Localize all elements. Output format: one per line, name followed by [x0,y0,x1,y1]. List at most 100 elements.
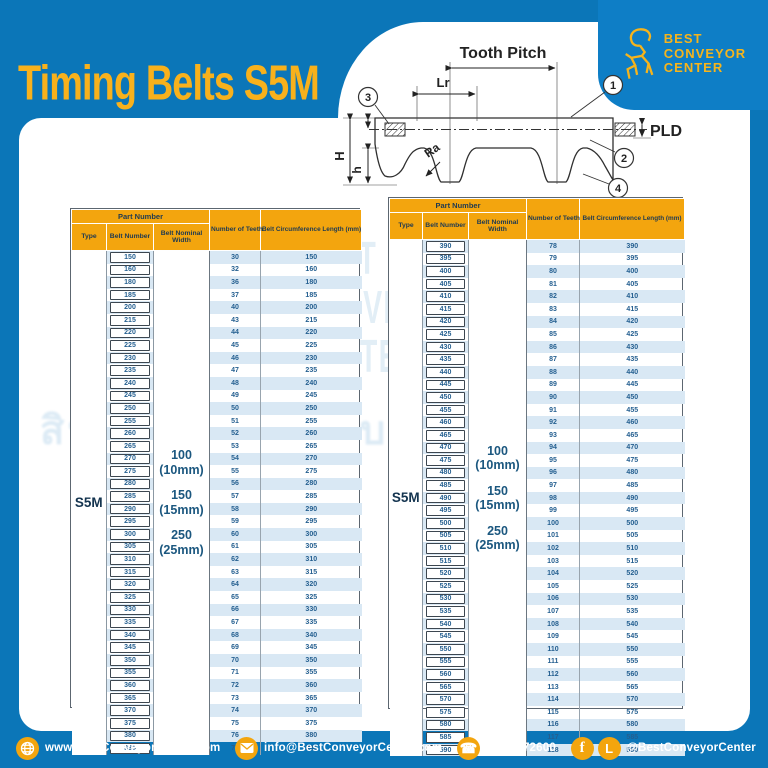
length-cell: 580 [579,718,685,732]
table-row: 480 96 480 [390,466,685,480]
teeth-cell: 30 [209,250,262,264]
belt-number-cell: 415 [423,303,469,316]
teeth-cell: 114 [526,693,581,706]
length-cell: 285 [305,493,318,501]
belt-number-cell: 380 [106,729,154,743]
teeth-cell: 36 [209,276,262,289]
pld-label: PLD [650,123,682,140]
table-row: 415 83 415 [390,302,685,316]
teeth-cell: 32 [209,263,262,277]
brand-name-line: BEST [663,31,703,47]
belt-number-cell: 515 [423,555,469,568]
table-row: 565 113 565 [390,680,685,694]
table-row: 285 57 285 [72,490,362,503]
table-row: 250 50 250 [72,402,362,415]
table-row: 555 111 555 [390,655,685,669]
length-cell: 245 [305,392,318,400]
footer-contact-bar: www.BestConveyorCenter.com info@BestConv… [16,733,756,763]
belt-number-cell: 550 [422,643,469,656]
length-cell: 375 [305,719,318,727]
footer-email-text: info@BestConveyorCenter.com [264,742,443,754]
length-cell: 300 [260,528,362,541]
table-row: 440 88 440 [390,365,685,379]
callout-4: 4 [615,183,622,195]
belt-number-cell: 265 [107,440,154,453]
teeth-cell: 66 [209,603,262,617]
teeth-cell: 56 [209,477,262,491]
table-row: 230 46 230 [72,351,362,365]
belt-number-cell: 245 [107,390,154,403]
footer-social: f L @BestConveyorCenter [570,736,756,760]
belt-number-cell: 360 [106,679,154,692]
table-row: 460 92 460 [390,416,685,429]
tooth-pitch-label: Tooth Pitch [460,45,547,62]
teeth-cell: 112 [526,668,581,681]
belt-number-cell: 390 [422,239,469,253]
belt-number-cell: 485 [423,479,469,492]
teeth-cell: 80 [526,265,581,278]
belt-number-cell: 440 [422,365,469,379]
belt-number-cell: 185 [107,289,154,302]
table-row: 455 91 455 [390,403,685,417]
brand-name-line: CENTER [663,60,724,76]
length-cell: 235 [305,367,318,375]
belt-number-cell: 280 [106,477,154,491]
length-cell: 455 [626,406,639,414]
belt-height-label: H [335,151,347,160]
belt-number-cell: 220 [106,326,154,340]
teeth-cell: 98 [526,491,581,505]
table-row: 485 97 485 [390,479,685,492]
teeth-cell: 95 [526,454,581,467]
table-row: 560 112 560 [390,668,685,681]
belt-number-cell: 355 [107,667,154,680]
belt-profile-diagram: Tooth Pitch Lr H h PLD Ra 1 2 3 4 [335,45,682,199]
phone-icon: ☎ [456,736,480,760]
brand-logo-panel: BEST CONVEYOR CENTER [598,0,768,110]
length-cell: 395 [626,255,639,263]
belt-number-cell: 400 [422,265,469,278]
belt-number-cell: 430 [422,340,469,354]
belt-number-cell: 410 [422,290,469,303]
table-row: 300 60 300 [72,528,362,541]
length-cell: 385 [305,744,318,752]
length-cell: 270 [260,452,362,466]
length-cell: 265 [305,442,318,450]
length-cell: 525 [626,582,639,590]
teeth-cell: 85 [526,328,581,341]
belt-number-cell: 535 [423,605,469,618]
teeth-cell: 107 [526,605,581,618]
teeth-cell: 70 [209,654,262,667]
lr-label: Lr [437,75,450,90]
length-cell: 220 [260,326,362,340]
belt-number-header: Belt Number [106,223,154,251]
table-row: 410 82 410 [390,290,685,303]
belt-number-cell: 460 [422,416,469,429]
belt-number-cell: 200 [106,301,154,314]
width-option: 100 (10mm) [159,448,204,477]
belt-number-cell: 465 [423,429,469,442]
belt-number-cell: 525 [423,580,469,593]
belt-number-cell: 310 [106,553,154,566]
belt-number-cell: 320 [106,578,154,592]
teeth-cell: 83 [526,302,581,316]
teeth-cell: 46 [209,351,262,365]
table-row: 320 64 320 [72,578,362,592]
teeth-cell: 72 [209,679,262,692]
teeth-cell: 94 [526,441,581,455]
teeth-cell: 82 [526,290,581,303]
length-cell: 295 [305,518,318,526]
belt-number-cell: 520 [422,567,469,581]
type-header: Type [389,212,423,240]
part-number-header: Part Number [70,209,211,224]
length-cell: 570 [579,693,685,706]
teeth-cell: 65 [209,591,262,604]
table-row: 535 107 535 [390,605,685,618]
belt-number-cell: 495 [423,504,469,517]
length-cell: 445 [626,381,639,389]
width-option: 250 (25mm) [159,528,204,557]
circumference-header: Belt Circumference Length (mm) [260,209,363,251]
table-row: 530 106 530 [390,592,685,606]
length-cell: 305 [305,543,318,551]
line-icon: L [597,736,621,760]
teeth-cell: 86 [526,340,581,354]
